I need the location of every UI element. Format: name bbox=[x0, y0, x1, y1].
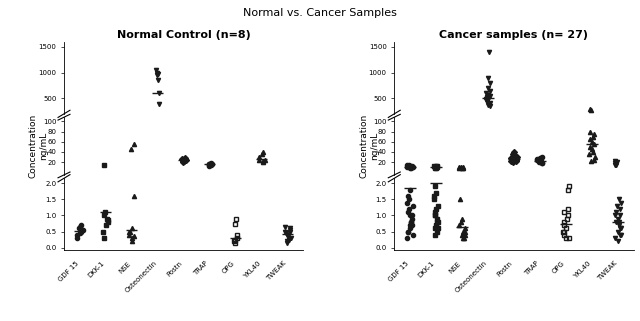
Text: Normal vs. Cancer Samples: Normal vs. Cancer Samples bbox=[243, 8, 397, 18]
Y-axis label: Concentration
ng/mL: Concentration ng/mL bbox=[29, 114, 49, 178]
Title: Normal Control (n=8): Normal Control (n=8) bbox=[116, 30, 250, 39]
Y-axis label: Concentration
ng/mL: Concentration ng/mL bbox=[359, 114, 379, 178]
Title: Cancer samples (n= 27): Cancer samples (n= 27) bbox=[440, 30, 588, 39]
